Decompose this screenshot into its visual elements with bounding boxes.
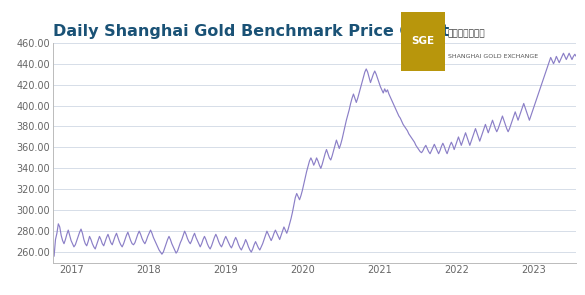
Text: SGE: SGE: [411, 36, 434, 46]
Text: Daily Shanghai Gold Benchmark Price Chart: Daily Shanghai Gold Benchmark Price Char…: [53, 24, 449, 39]
Text: SHANGHAI GOLD EXCHANGE: SHANGHAI GOLD EXCHANGE: [448, 54, 538, 58]
Text: 上海黄金交易所: 上海黄金交易所: [448, 30, 485, 39]
